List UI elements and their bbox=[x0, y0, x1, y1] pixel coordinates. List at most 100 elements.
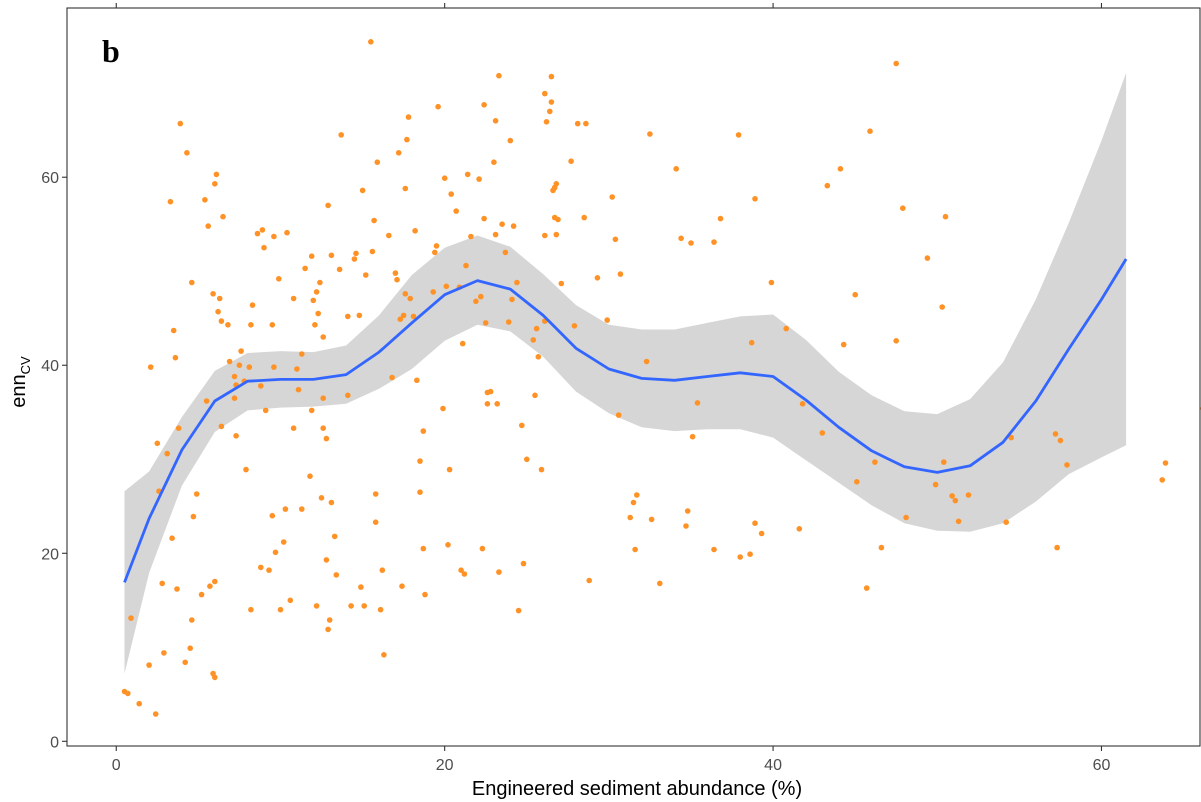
data-point bbox=[893, 338, 899, 344]
data-point bbox=[374, 159, 381, 165]
data-point bbox=[571, 323, 578, 329]
data-point bbox=[535, 354, 542, 360]
data-point bbox=[368, 39, 374, 45]
data-point bbox=[612, 236, 619, 243]
data-point bbox=[852, 291, 858, 298]
data-point bbox=[152, 711, 159, 717]
data-point bbox=[372, 491, 379, 497]
data-point bbox=[308, 407, 315, 414]
data-point bbox=[325, 202, 331, 209]
data-point bbox=[356, 312, 363, 319]
data-point bbox=[394, 276, 400, 283]
data-point bbox=[1057, 437, 1064, 444]
data-point bbox=[325, 626, 331, 633]
data-point bbox=[299, 351, 305, 357]
data-point bbox=[363, 272, 369, 278]
data-point bbox=[1162, 460, 1169, 466]
data-point bbox=[689, 433, 696, 440]
data-point bbox=[594, 275, 601, 281]
data-point bbox=[532, 392, 538, 399]
data-point bbox=[435, 103, 441, 110]
data-point bbox=[280, 539, 287, 545]
data-point bbox=[515, 607, 522, 614]
data-point bbox=[542, 90, 548, 97]
data-point bbox=[336, 266, 343, 273]
data-point bbox=[159, 580, 165, 587]
data-point bbox=[348, 603, 354, 609]
data-point bbox=[351, 256, 358, 262]
data-point bbox=[819, 430, 826, 436]
data-point bbox=[463, 262, 469, 269]
data-point bbox=[479, 545, 486, 552]
data-point bbox=[218, 423, 225, 430]
y-tick-label: 0 bbox=[50, 734, 59, 751]
data-point bbox=[294, 366, 300, 372]
data-point bbox=[326, 617, 333, 623]
data-point bbox=[542, 232, 548, 239]
data-point bbox=[238, 348, 244, 354]
data-point bbox=[392, 270, 399, 276]
data-point bbox=[236, 362, 243, 369]
data-point bbox=[609, 194, 615, 200]
data-point bbox=[317, 279, 323, 286]
data-point bbox=[381, 652, 387, 658]
data-point bbox=[397, 316, 404, 323]
data-point bbox=[308, 253, 315, 259]
data-point bbox=[248, 322, 254, 328]
data-point bbox=[210, 291, 216, 297]
data-point bbox=[924, 255, 931, 261]
data-point bbox=[617, 271, 624, 277]
data-point bbox=[553, 231, 560, 238]
data-point bbox=[190, 513, 197, 520]
data-point bbox=[177, 120, 184, 127]
data-point bbox=[299, 506, 305, 512]
data-point bbox=[684, 508, 691, 514]
data-point bbox=[128, 615, 134, 621]
data-point bbox=[353, 250, 359, 257]
data-point bbox=[246, 364, 253, 370]
y-axis-title-main: enn bbox=[8, 374, 30, 407]
data-point bbox=[331, 533, 338, 540]
data-point bbox=[507, 137, 514, 144]
data-point bbox=[320, 334, 327, 340]
data-point bbox=[271, 233, 277, 240]
data-point bbox=[323, 435, 330, 442]
data-point bbox=[412, 228, 418, 234]
data-point bbox=[673, 166, 679, 172]
data-point bbox=[161, 650, 167, 656]
data-point bbox=[492, 231, 499, 238]
data-point bbox=[758, 530, 765, 537]
data-point bbox=[269, 322, 276, 328]
data-point bbox=[932, 481, 939, 488]
y-axis-title-subscript: CV bbox=[18, 356, 33, 374]
data-point bbox=[481, 215, 487, 222]
data-point bbox=[328, 499, 335, 506]
panel-border bbox=[66, 7, 1201, 747]
data-point bbox=[683, 523, 689, 529]
data-point bbox=[491, 159, 497, 165]
data-point bbox=[900, 205, 906, 211]
data-point bbox=[965, 492, 972, 498]
data-point bbox=[453, 208, 460, 214]
data-point bbox=[136, 700, 142, 707]
x-tick-label: 40 bbox=[764, 757, 782, 774]
data-point bbox=[558, 280, 565, 287]
data-point bbox=[320, 425, 327, 432]
data-point bbox=[202, 197, 208, 203]
y-tick-label: 60 bbox=[41, 170, 59, 187]
data-points bbox=[121, 39, 1201, 717]
data-point bbox=[632, 546, 638, 553]
data-point bbox=[433, 243, 440, 249]
data-point bbox=[420, 545, 427, 552]
data-point bbox=[647, 131, 653, 137]
data-point bbox=[737, 554, 743, 560]
data-point bbox=[443, 283, 450, 290]
data-point bbox=[768, 279, 775, 286]
data-point bbox=[359, 187, 366, 194]
data-point bbox=[514, 279, 520, 286]
data-point bbox=[478, 293, 484, 300]
data-point bbox=[184, 150, 190, 156]
data-point bbox=[459, 340, 466, 347]
data-point bbox=[405, 114, 412, 120]
data-point bbox=[867, 128, 873, 134]
